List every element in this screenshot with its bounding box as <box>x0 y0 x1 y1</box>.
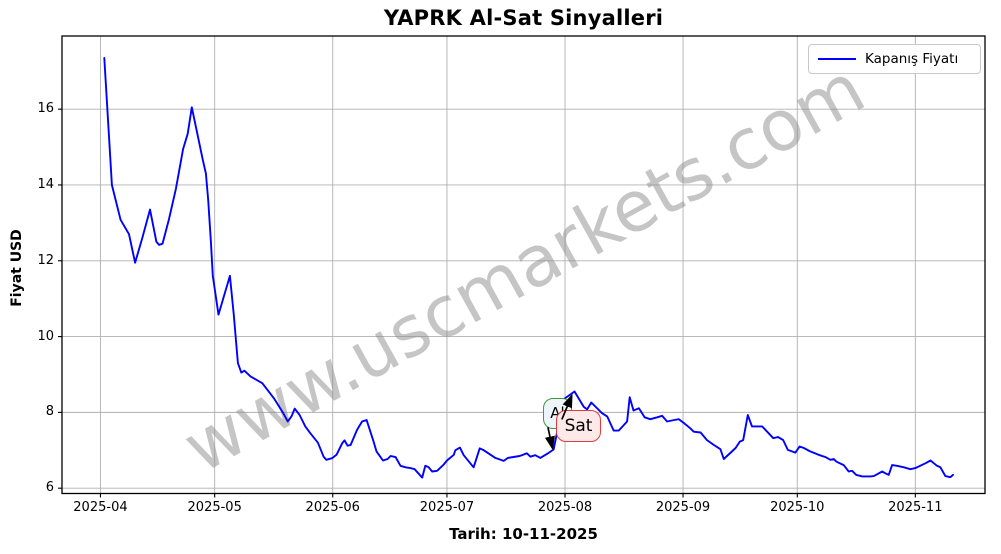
x-tick-label-2025-06: 2025-06 <box>305 500 360 515</box>
tick-marks <box>58 108 916 498</box>
legend-label: Kapanış Fiyatı <box>865 51 959 67</box>
y-tick-label-8: 8 <box>45 404 54 420</box>
x-tick-label-2025-09: 2025-09 <box>655 500 711 515</box>
watermark-text: www.uscmarkets.com <box>170 47 878 489</box>
y-tick-label-14: 14 <box>37 176 54 192</box>
x-tick-label-2025-08: 2025-08 <box>537 500 593 515</box>
x-tick-label-2025-04: 2025-04 <box>73 500 128 515</box>
axes-frame <box>61 35 986 495</box>
y-tick-label-6: 6 <box>45 480 54 496</box>
gridlines <box>62 36 985 494</box>
legend: Kapanış Fiyatı <box>808 44 981 74</box>
x-tick-label-2025-10: 2025-10 <box>770 500 825 515</box>
y-tick-label-10: 10 <box>37 328 54 344</box>
price-line <box>103 57 954 479</box>
x-axis-label: Tarih: 10-11-2025 <box>449 525 598 543</box>
sell-signal-annotation: Sat <box>556 410 601 442</box>
y-tick-label-16: 16 <box>37 101 54 117</box>
legend-line-sample-icon <box>818 58 856 60</box>
x-tick-label-2025-05: 2025-05 <box>187 500 242 515</box>
sell-signal-label: Sat <box>564 415 593 436</box>
chart-title: YAPRK Al-Sat Sinyalleri <box>383 6 664 30</box>
x-tick-label-2025-11: 2025-11 <box>888 500 943 515</box>
x-tick-label-2025-07: 2025-07 <box>419 500 475 515</box>
y-tick-label-12: 12 <box>37 252 54 268</box>
